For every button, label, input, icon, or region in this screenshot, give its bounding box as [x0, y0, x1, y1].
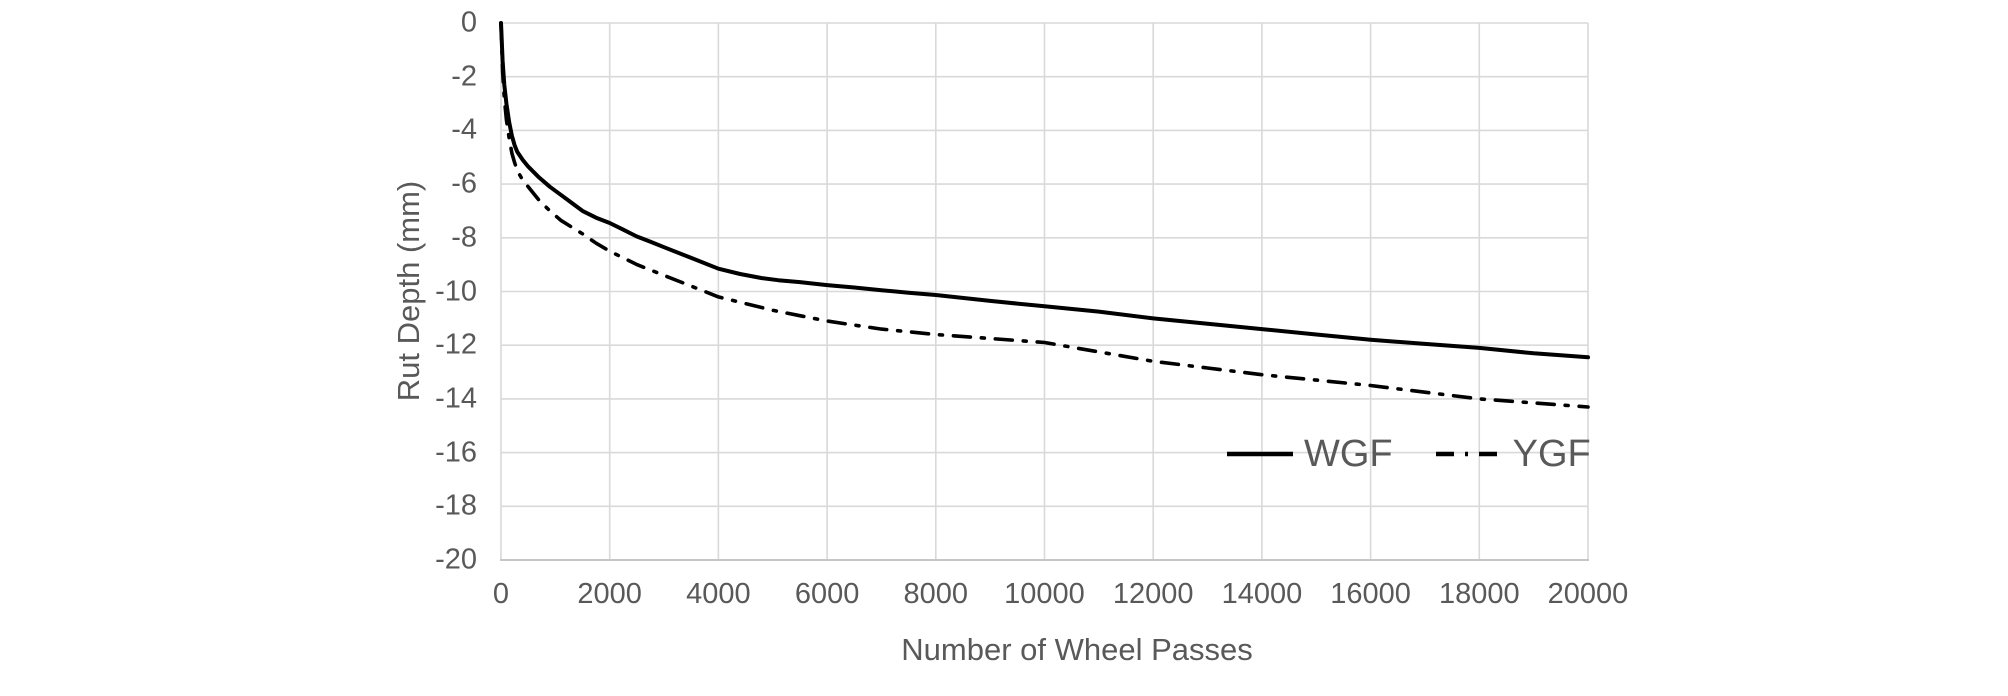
x-tick-label: 20000 — [1547, 578, 1629, 610]
y-axis-title: Rut Depth (mm) — [391, 180, 426, 402]
y-tick-label: -18 — [435, 489, 477, 522]
y-tick-label: 0 — [460, 6, 477, 39]
y-tick-label: -8 — [451, 221, 477, 254]
legend-item-ygf: YGF — [1435, 435, 1591, 473]
y-tick-label: -14 — [435, 382, 477, 415]
legend-item-wgf: WGF — [1226, 435, 1393, 473]
y-tick-label: -10 — [435, 275, 477, 307]
y-tick-label: -20 — [435, 543, 477, 576]
legend-swatch-solid-line-icon — [1227, 451, 1293, 457]
x-tick-label: 10000 — [1004, 578, 1085, 610]
x-axis-title: Number of Wheel Passes — [901, 632, 1253, 667]
series-line-ygf — [499, 21, 1590, 409]
x-tick-label: 18000 — [1438, 578, 1520, 610]
legend-swatch-dash-dot-line-icon — [1435, 451, 1502, 457]
legend-label: YGF — [1512, 433, 1591, 475]
x-tick-label: 8000 — [903, 578, 969, 610]
series-line-wgf — [499, 21, 1590, 360]
x-tick-label: 2000 — [577, 578, 642, 610]
legend-label: WGF — [1304, 433, 1393, 475]
y-tick-label: -4 — [451, 113, 477, 146]
x-tick-label: 0 — [492, 578, 510, 610]
x-tick-label: 4000 — [686, 578, 751, 610]
y-tick-label: -16 — [435, 436, 477, 469]
x-tick-label: 6000 — [794, 578, 860, 610]
y-tick-label: -6 — [451, 167, 477, 200]
x-tick-label: 16000 — [1330, 578, 1411, 610]
x-tick-label: 12000 — [1112, 578, 1194, 610]
x-tick-label: 14000 — [1221, 578, 1303, 610]
legend: WGF YGF — [1226, 431, 1591, 477]
y-tick-label: -2 — [451, 60, 477, 93]
y-tick-label: -12 — [435, 328, 477, 361]
